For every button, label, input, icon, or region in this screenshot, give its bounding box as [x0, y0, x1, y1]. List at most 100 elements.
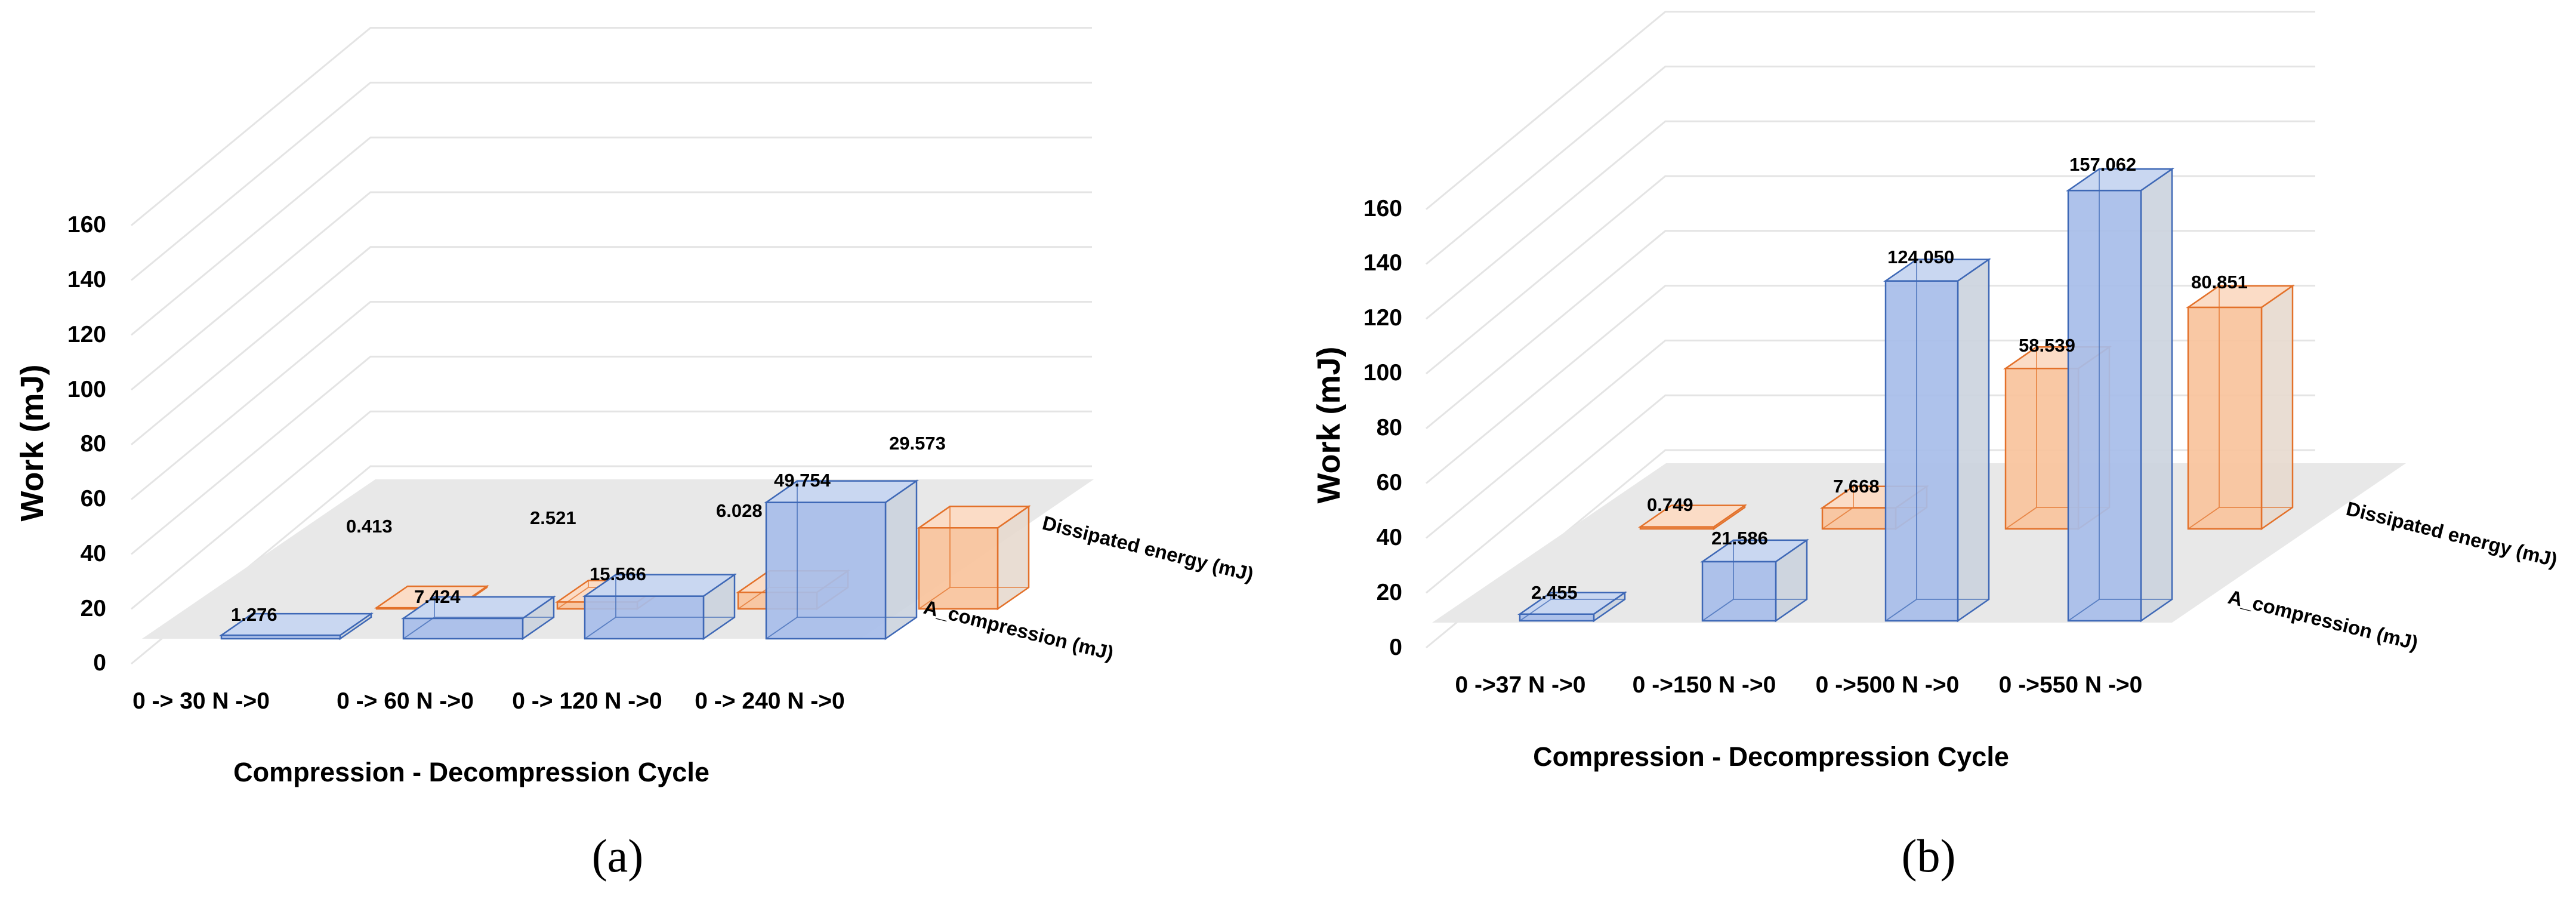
chart-a-gridline-7 — [131, 81, 1092, 281]
chart-b-gridline-8 — [1426, 11, 2315, 210]
chart-a-gridline-2 — [131, 355, 1092, 555]
chart-a-bar-diss-3-top — [916, 506, 1032, 529]
chart-a-gridline-1 — [131, 410, 1092, 610]
chart-a-bar-diss-3 — [916, 504, 1032, 611]
chart-a-ytick-40: 40 — [81, 541, 106, 567]
chart-b-bar-acomp-2-top — [1883, 258, 1992, 282]
chart-a-data-labels: 1.276 7.424 15.566 49.754 0.413 2.521 6.… — [231, 433, 946, 625]
chart-b-bar-diss-2-front — [2004, 368, 2080, 530]
chart-a-bar-acomp-1-top — [400, 596, 557, 620]
chart-b-y-ticks: 0 20 40 60 80 100 120 140 160 — [1363, 196, 1402, 660]
chart-a-gridline-6 — [131, 136, 1092, 336]
chart-a-bar-acomp-3 — [763, 479, 920, 641]
chart-b-bar-acomp-1 — [1699, 538, 1810, 623]
chart-b-label-diss-1: 7.668 — [1833, 476, 1880, 497]
chart-b-bar-acomp-0-top — [1517, 592, 1628, 615]
chart-b-label-acomp-3: 157.062 — [2069, 154, 2136, 175]
chart-a-ytick-80: 80 — [81, 431, 106, 457]
chart-a-bar-acomp-3-top — [763, 480, 920, 503]
chart-b-category-1: 0 ->150 N ->0 — [1633, 672, 1776, 698]
chart-a-bar-acomp-3-side — [884, 479, 918, 641]
chart-a-label-diss-3: 29.573 — [889, 433, 946, 454]
chart-b-label-acomp-0: 2.455 — [1531, 582, 1578, 603]
chart-a-ytick-160: 160 — [67, 212, 106, 238]
chart-b-ytick-160: 160 — [1363, 196, 1402, 221]
chart-a-ytick-140: 140 — [67, 267, 106, 293]
chart-b-data-labels: 2.455 21.586 124.050 157.062 0.749 7.668… — [1531, 154, 2248, 603]
chart-a-bar-acomp-0 — [218, 612, 374, 641]
chart-a-x-axis-label: Compression - Decompression Cycle — [233, 757, 709, 787]
chart-b-series-name-acomp: A_compression (mJ) — [2226, 586, 2420, 654]
chart-a-gridline-4 — [131, 246, 1092, 445]
chart-b-bar-acomp-2-hidden-edges — [1885, 259, 1989, 621]
chart-a-category-0: 0 -> 30 N ->0 — [132, 688, 270, 714]
chart-b-bar-diss-3 — [2185, 284, 2296, 531]
chart-b-bar-acomp-0-front — [1519, 613, 1595, 622]
chart-a: 0 20 40 60 80 100 120 140 160 0 -> 30 N … — [14, 27, 1256, 882]
chart-b-ytick-100: 100 — [1363, 360, 1402, 386]
chart-a-category-2: 0 -> 120 N ->0 — [512, 688, 662, 714]
chart-a-bar-acomp-2-top — [582, 574, 738, 597]
chart-b-ytick-20: 20 — [1377, 580, 1402, 605]
chart-b-bar-acomp-3-hidden-edges — [2068, 169, 2172, 621]
chart-a-bar-acomp-1 — [400, 595, 557, 641]
chart-b-bar-diss-3-front — [2187, 306, 2263, 530]
chart-a-ytick-0: 0 — [93, 650, 106, 676]
chart-b-bar-acomp-2-front — [1884, 280, 1959, 622]
chart-b-category-labels: 0 ->37 N ->0 0 ->150 N ->0 0 ->500 N ->0… — [1455, 672, 2143, 698]
chart-b-bar-diss-0-top — [1637, 504, 1748, 528]
chart-b-ytick-40: 40 — [1377, 525, 1402, 550]
chart-a-bar-acomp-2-hidden-edges — [584, 574, 735, 639]
chart-a-ytick-100: 100 — [67, 377, 106, 402]
chart-a-label-acomp-0: 1.276 — [231, 604, 277, 625]
chart-a-category-3: 0 -> 240 N ->0 — [695, 688, 844, 714]
chart-b-y-axis-label: Work (mJ) — [1311, 346, 1347, 503]
chart-a-series-name-diss: Dissipated energy (mJ) — [1040, 512, 1255, 586]
chart-b-bar-acomp-0-hidden-edges — [1519, 592, 1625, 621]
chart-b-bar-acomp-0 — [1517, 591, 1628, 623]
chart-a-panel-label: (a) — [592, 830, 644, 882]
chart-b-bar-acomp-3 — [2065, 167, 2175, 623]
chart-a-bar-diss-3-hidden-edges — [918, 506, 1029, 609]
chart-b-x-axis-label: Compression - Decompression Cycle — [1533, 741, 2009, 772]
chart-b-category-3: 0 ->550 N ->0 — [1999, 672, 2143, 698]
chart-b-label-diss-3: 80.851 — [2191, 272, 2248, 293]
chart-b-ytick-140: 140 — [1363, 250, 1402, 276]
chart-b-bar-acomp-2 — [1883, 258, 1992, 623]
chart-a-ytick-60: 60 — [81, 486, 106, 512]
chart-b-ytick-60: 60 — [1377, 470, 1402, 495]
chart-b-ytick-80: 80 — [1377, 415, 1402, 441]
chart-b-gridline-6 — [1426, 120, 2315, 320]
chart-b-series-name-diss: Dissipated energy (mJ) — [2344, 497, 2559, 571]
chart-b-bar-acomp-2-side — [1957, 258, 1990, 623]
chart-b-panel-label: (b) — [1902, 830, 1956, 882]
chart-a-label-diss-0: 0.413 — [346, 516, 393, 537]
chart-b-bar-acomp-1-top — [1699, 539, 1810, 563]
chart-b-label-diss-0: 0.749 — [1647, 494, 1693, 515]
chart-a-bar-acomp-1-hidden-edges — [403, 596, 554, 639]
chart-b-label-diss-2: 58.539 — [2019, 335, 2075, 356]
chart-a-category-1: 0 -> 60 N ->0 — [337, 688, 474, 714]
chart-a-gridline-3 — [131, 301, 1092, 500]
chart-a-y-ticks: 0 20 40 60 80 100 120 140 160 — [67, 212, 106, 676]
chart-a-gridline-8 — [131, 27, 1092, 226]
chart-b-gridline-7 — [1426, 65, 2315, 265]
chart-a-label-acomp-2: 15.566 — [590, 564, 646, 584]
chart-b-bars — [1517, 167, 2296, 623]
chart-b-ytick-120: 120 — [1363, 305, 1402, 331]
chart-b-bar-diss-3-hidden-edges — [2188, 285, 2293, 529]
chart-b-bar-acomp-3-top — [2065, 168, 2175, 192]
chart-b-bar-diss-1-front — [1821, 507, 1897, 530]
chart-b-bar-acomp-1-front — [1701, 561, 1777, 622]
chart-b-ytick-0: 0 — [1389, 635, 1402, 660]
chart-a-ytick-120: 120 — [67, 322, 106, 347]
chart-a-category-labels: 0 -> 30 N ->0 0 -> 60 N ->0 0 -> 120 N -… — [132, 688, 845, 714]
chart-a-gridlines — [131, 27, 1092, 665]
chart-a-bar-acomp-2 — [582, 573, 738, 641]
chart-a-y-axis-label: Work (mJ) — [14, 364, 50, 521]
chart-b-bar-diss-3-side — [2260, 284, 2294, 531]
chart-b-gridline-5 — [1426, 175, 2315, 375]
chart-a-label-diss-1: 2.521 — [530, 507, 576, 528]
